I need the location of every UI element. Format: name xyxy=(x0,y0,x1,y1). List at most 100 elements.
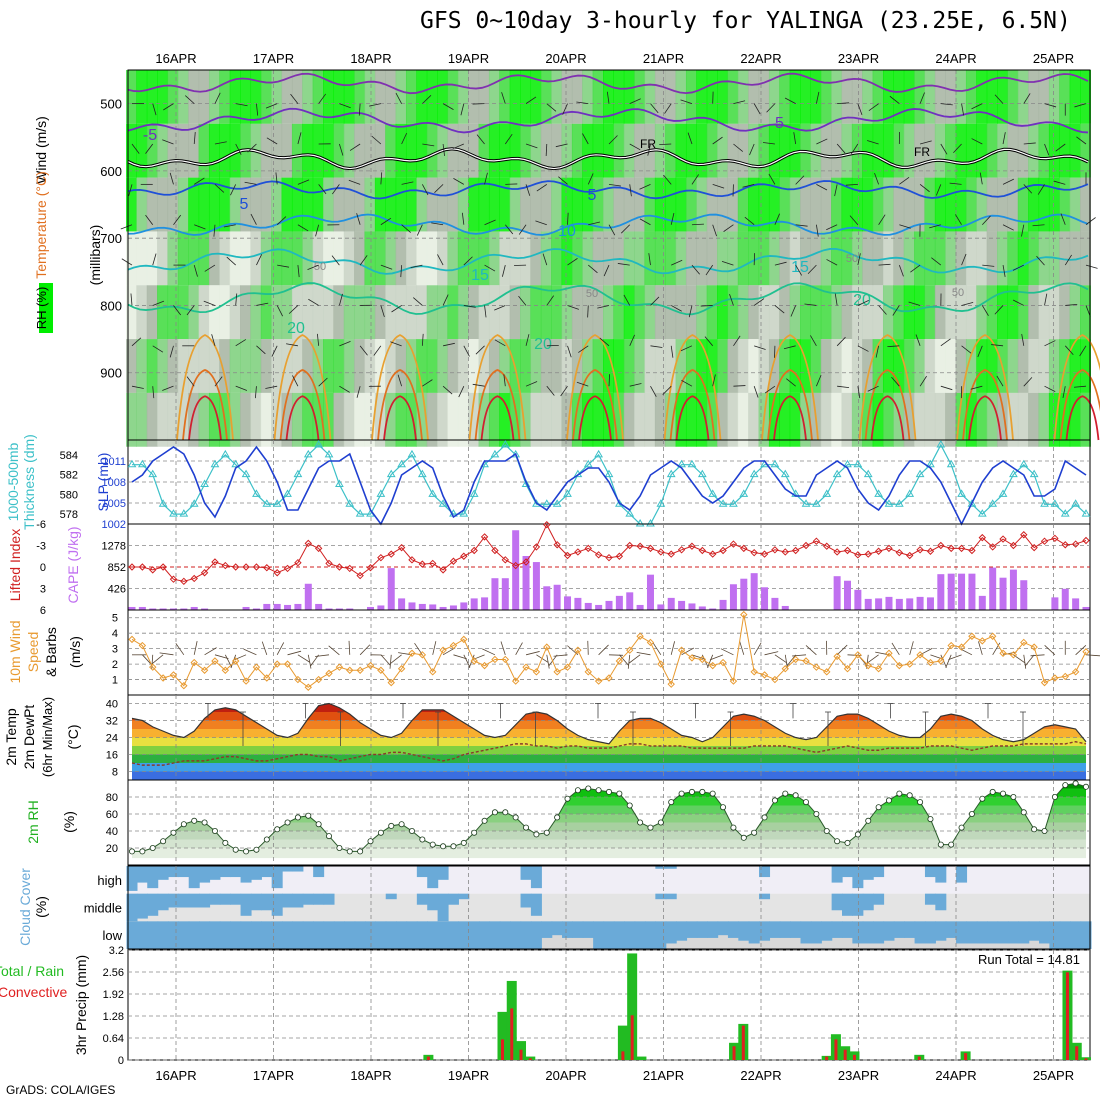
rh-cell xyxy=(831,177,843,232)
cape-bar xyxy=(252,608,260,610)
wind-barb xyxy=(173,305,182,316)
rh-cell xyxy=(240,392,252,447)
wind-barb xyxy=(981,305,989,316)
cloud-bar-low xyxy=(136,921,148,949)
rh-cell xyxy=(323,177,335,232)
rh-cell xyxy=(665,123,677,178)
thickness-point xyxy=(729,499,738,507)
wind-barb xyxy=(1037,184,1045,195)
rh-cell xyxy=(478,123,490,178)
cloud-bar-low xyxy=(634,921,646,949)
li-point xyxy=(781,548,789,556)
wind-barb xyxy=(422,143,435,147)
wind-barb xyxy=(650,385,657,397)
wind-barb xyxy=(332,184,340,195)
rh-cell xyxy=(1028,231,1040,286)
cloud-bar-low xyxy=(572,921,584,938)
rh-cell xyxy=(623,392,635,447)
rh-cell xyxy=(582,392,594,447)
temp-label-3: (6hr Min/Max) xyxy=(40,697,55,777)
wind-barb xyxy=(152,300,165,306)
li-point xyxy=(273,569,281,577)
wind-barb xyxy=(1055,143,1066,152)
li-point xyxy=(750,548,758,557)
wind-barb xyxy=(290,93,299,104)
temp-line xyxy=(131,702,1087,745)
wind-barb xyxy=(214,92,221,104)
rh-cell xyxy=(364,177,376,232)
wind-barb xyxy=(867,385,879,392)
wind-speed-point xyxy=(667,680,675,688)
wind-barb-10m xyxy=(786,654,796,667)
wind-barb xyxy=(442,143,445,156)
li-point xyxy=(408,556,416,564)
rh-cell xyxy=(1059,231,1071,286)
thickness-point xyxy=(314,439,324,448)
rh-cell xyxy=(737,231,749,286)
rh-cell xyxy=(364,70,376,124)
wind-barb xyxy=(297,132,302,145)
wind-speed-point xyxy=(605,674,613,682)
li-point xyxy=(947,544,955,553)
cloud-bar-middle xyxy=(924,893,936,905)
wind-barb-10m xyxy=(753,642,762,656)
wind-speed-point xyxy=(854,651,862,659)
rh-cell xyxy=(986,70,998,124)
rh-point xyxy=(388,822,395,829)
wind-speed-point xyxy=(231,657,240,665)
rh-cell xyxy=(208,177,220,232)
wind-barb xyxy=(422,95,432,104)
rh-cell xyxy=(188,231,200,286)
rh-point xyxy=(709,790,716,797)
wind-barb xyxy=(608,374,611,387)
rh-cell xyxy=(354,392,366,447)
cloud-bar-middle xyxy=(230,893,242,905)
rh-cell xyxy=(457,285,469,340)
wind-speed-point xyxy=(200,666,209,674)
wind-barb xyxy=(979,172,983,185)
wind-barb xyxy=(416,224,423,236)
thickness-point xyxy=(936,439,946,448)
wind-speed-point xyxy=(812,663,821,671)
wind-barb xyxy=(1002,132,1006,145)
rh-point xyxy=(1062,782,1069,789)
date-label-top: 25APR xyxy=(1033,51,1074,66)
cape-bar xyxy=(294,603,302,610)
cloud-bar-high xyxy=(924,866,936,878)
rh-cell xyxy=(623,123,635,178)
contour-label: -5 xyxy=(143,127,157,144)
rh-cell xyxy=(468,339,480,393)
cloud-bar-middle xyxy=(147,893,159,916)
cloud-bar-low xyxy=(717,921,729,936)
precip-conv-legend: Convective xyxy=(0,984,67,1000)
temp-loop xyxy=(279,369,326,441)
wind-speed-point xyxy=(480,661,489,670)
wind-barb xyxy=(587,305,589,318)
cloud-bar-middle xyxy=(188,893,200,908)
rh-cell xyxy=(727,70,739,124)
wind-barb xyxy=(588,221,601,226)
rh-cell xyxy=(582,70,594,124)
rh-cell xyxy=(758,70,770,124)
wind-speed-point xyxy=(335,663,344,671)
rh-cell xyxy=(395,285,407,340)
cape-bar xyxy=(242,606,250,610)
thickness-point xyxy=(262,499,272,507)
rh-cell xyxy=(862,339,874,393)
cape-bar xyxy=(574,597,582,610)
rh-cell xyxy=(654,392,666,447)
rh-cell xyxy=(768,392,780,447)
thickness-point xyxy=(542,499,552,507)
rh-point xyxy=(678,790,685,797)
wind-barb xyxy=(837,385,850,389)
rh-cell xyxy=(748,123,760,178)
wind-barb xyxy=(620,224,631,234)
rh-cell xyxy=(851,285,863,340)
rh-cell xyxy=(395,177,407,232)
rh-cell xyxy=(1017,70,1029,124)
rh-cell xyxy=(240,285,252,340)
li-point xyxy=(190,574,198,583)
temp-loop xyxy=(1065,395,1100,441)
rh-cell xyxy=(924,339,936,393)
temp-contour-20 xyxy=(127,282,1089,316)
